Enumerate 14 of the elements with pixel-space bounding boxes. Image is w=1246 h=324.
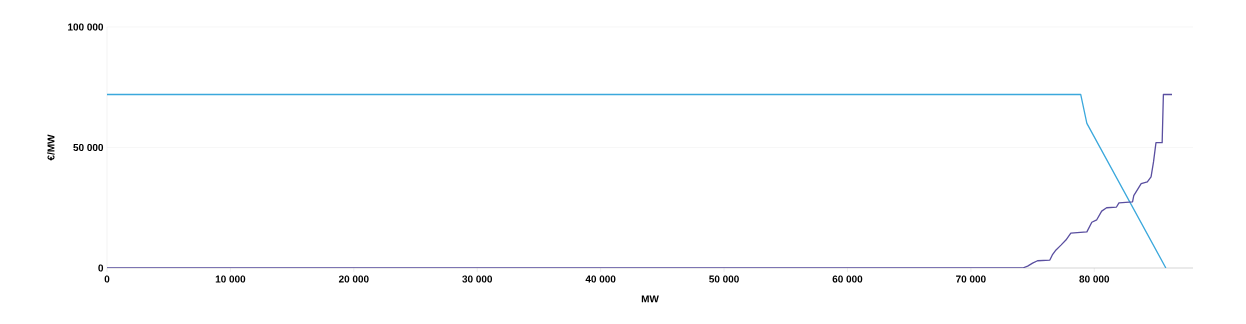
x-tick-label: 60 000 xyxy=(832,275,863,283)
y-tick-label: 0 xyxy=(98,264,104,272)
x-tick-label: 50 000 xyxy=(709,275,739,283)
y-axis-title: €/MW xyxy=(47,134,55,161)
x-tick-label: 0 xyxy=(104,275,110,283)
x-tick-label: 20 000 xyxy=(338,275,369,283)
x-axis-title: MW xyxy=(641,295,659,303)
x-tick-label: 80 000 xyxy=(1079,275,1110,283)
y-tick-label: 50 000 xyxy=(73,143,104,152)
x-tick-label: 70 000 xyxy=(956,275,986,283)
x-tick-label: 30 000 xyxy=(462,275,493,283)
y-tick-label: 100 000 xyxy=(68,23,104,31)
x-tick-label: 40 000 xyxy=(585,275,616,283)
x-tick-label: 10 000 xyxy=(215,275,246,283)
